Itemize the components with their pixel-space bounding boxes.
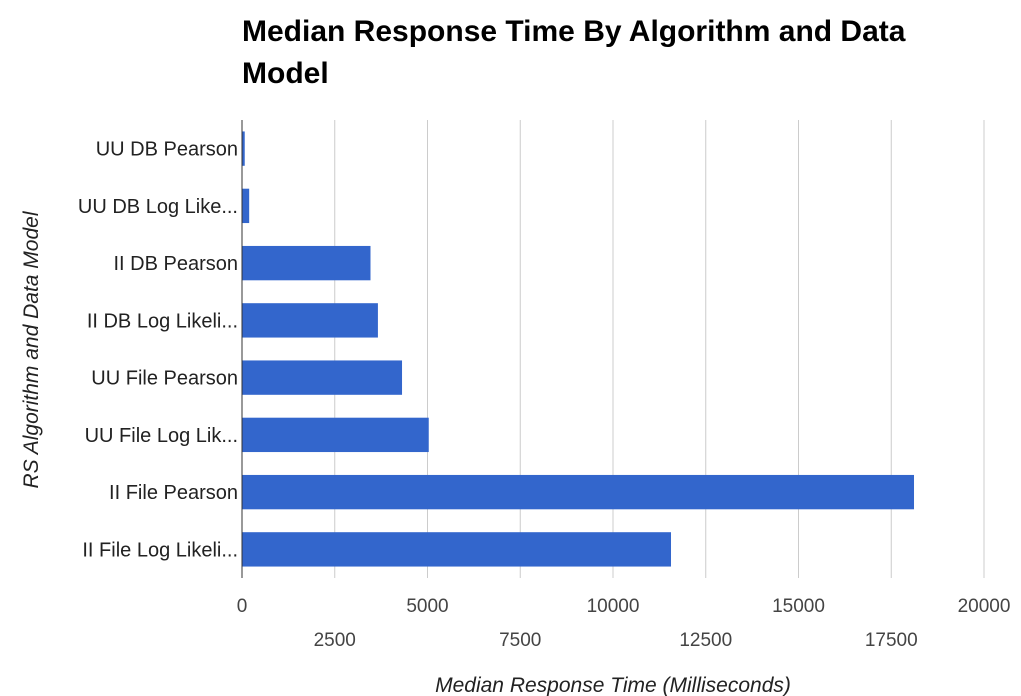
category-label: II DB Log Likeli...: [87, 310, 238, 332]
x-tick-label: 17500: [865, 630, 918, 651]
x-axis-title: Median Response Time (Milliseconds): [435, 674, 791, 696]
gridlines: [241, 120, 985, 578]
bars: [242, 131, 915, 567]
chart-title-line-1: Median Response Time By Algorithm and Da…: [242, 15, 906, 48]
category-label: UU File Log Lik...: [85, 425, 238, 447]
category-label: II File Log Likeli...: [82, 539, 238, 561]
category-label: II DB Pearson: [113, 253, 238, 275]
bar: [242, 303, 378, 338]
category-label: II File Pearson: [109, 482, 238, 504]
category-label: UU File Pearson: [91, 368, 238, 390]
chart-title: Median Response Time By Algorithm and Da…: [242, 15, 906, 90]
x-tick-label: 7500: [499, 630, 541, 651]
x-tick-label: 0: [237, 596, 248, 617]
x-tick-label: 5000: [406, 596, 448, 617]
x-tick-labels: 0 2500 5000 7500 10000 12500 15000 17500 20000: [237, 596, 1011, 651]
chart-title-line-2: Model: [242, 57, 329, 90]
x-tick-label: 12500: [679, 630, 732, 651]
bar: [242, 245, 371, 281]
category-labels: UU DB Pearson UU DB Log Like... II DB Pear…: [78, 139, 238, 562]
bar: [242, 474, 915, 510]
bar: [242, 417, 429, 453]
bar: [242, 360, 403, 395]
category-label: UU DB Log Like...: [78, 196, 238, 218]
x-tick-label: 15000: [772, 596, 825, 617]
x-tick-label: 2500: [314, 630, 356, 651]
x-tick-label: 10000: [587, 596, 640, 617]
bar: [242, 131, 245, 166]
y-axis-title: RS Algorithm and Data Model: [20, 210, 43, 488]
bar: [242, 532, 672, 567]
x-tick-label: 20000: [958, 596, 1011, 617]
category-label: UU DB Pearson: [96, 139, 238, 161]
bar: [242, 188, 250, 224]
